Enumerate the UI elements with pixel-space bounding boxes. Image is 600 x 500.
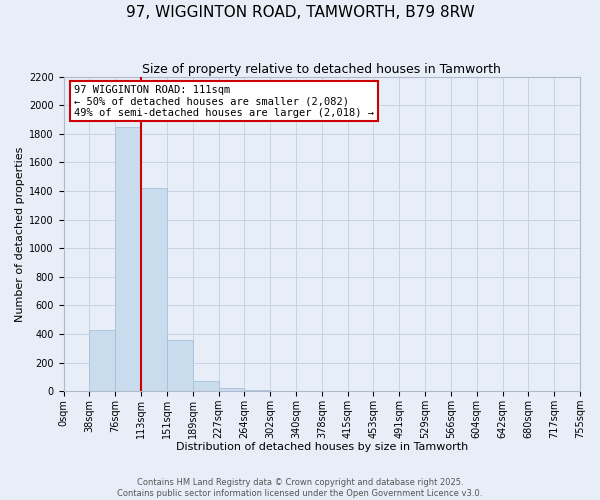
Bar xyxy=(244,390,270,391)
Title: Size of property relative to detached houses in Tamworth: Size of property relative to detached ho… xyxy=(142,62,501,76)
Bar xyxy=(193,381,218,391)
Bar xyxy=(167,340,193,391)
Text: 97, WIGGINTON ROAD, TAMWORTH, B79 8RW: 97, WIGGINTON ROAD, TAMWORTH, B79 8RW xyxy=(125,5,475,20)
X-axis label: Distribution of detached houses by size in Tamworth: Distribution of detached houses by size … xyxy=(176,442,468,452)
Y-axis label: Number of detached properties: Number of detached properties xyxy=(15,146,25,322)
Bar xyxy=(218,388,244,391)
Bar xyxy=(115,126,141,391)
Text: Contains HM Land Registry data © Crown copyright and database right 2025.
Contai: Contains HM Land Registry data © Crown c… xyxy=(118,478,482,498)
Bar xyxy=(89,330,115,391)
Bar xyxy=(141,188,167,391)
Text: 97 WIGGINTON ROAD: 111sqm
← 50% of detached houses are smaller (2,082)
49% of se: 97 WIGGINTON ROAD: 111sqm ← 50% of detac… xyxy=(74,84,374,117)
